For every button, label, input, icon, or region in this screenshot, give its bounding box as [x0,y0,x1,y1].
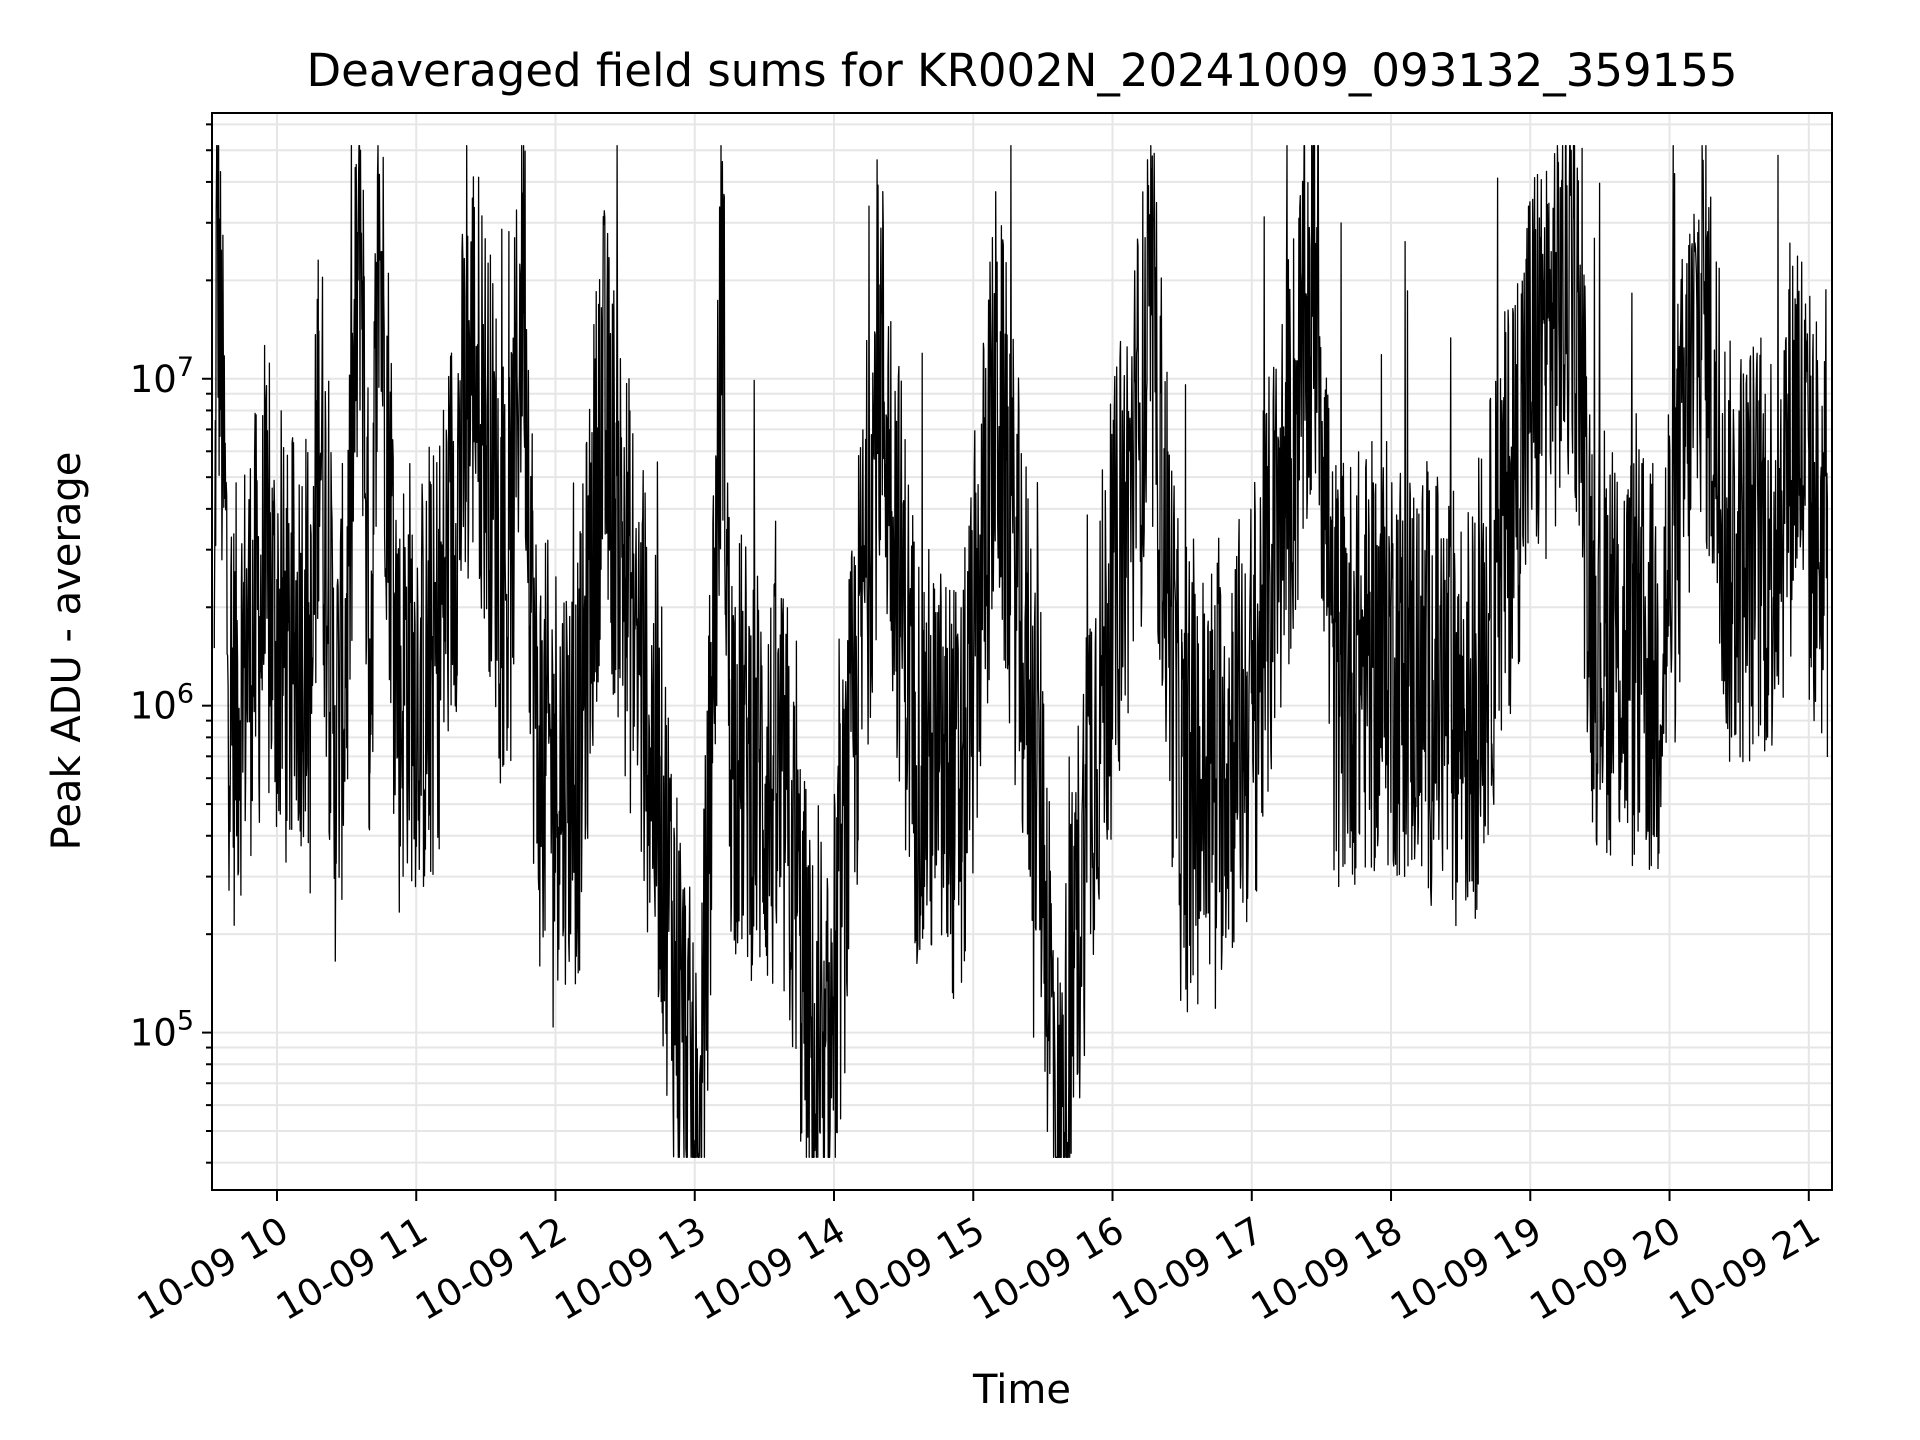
y-tick-label: 106 [130,679,194,728]
x-axis-label: Time [972,1367,1071,1413]
series-line [213,145,1829,1158]
y-tick-label: 105 [130,1006,194,1055]
chart-title: Deaveraged field sums for KR002N_2024100… [307,44,1738,97]
plot-area [213,145,1829,1158]
y-axis-label: Peak ADU - average [44,452,90,851]
plot-frame [211,112,1833,1191]
y-tick-label: 107 [130,352,194,401]
